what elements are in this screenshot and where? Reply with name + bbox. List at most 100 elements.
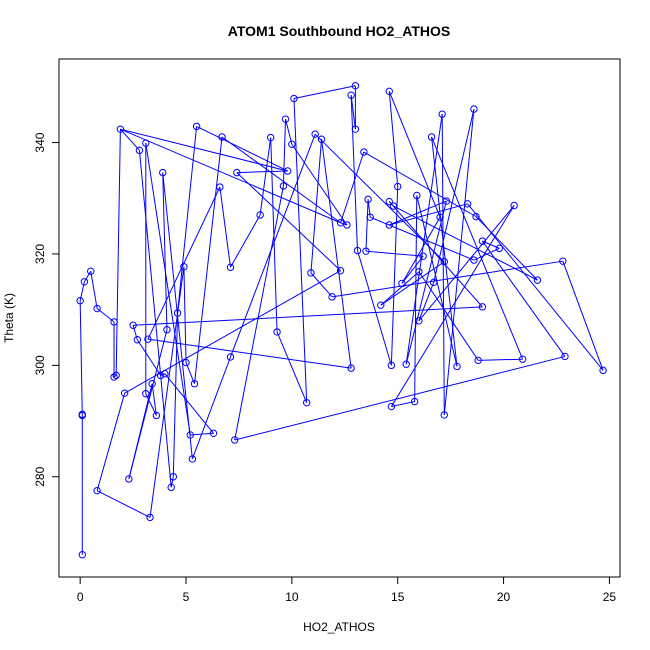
x-tick-label: 20 (497, 590, 511, 604)
data-point (87, 267, 95, 275)
x-axis: 0 5 10 15 20 25 (77, 576, 617, 604)
x-axis-label: HO2_ATHOS (303, 620, 375, 634)
data-point (410, 397, 419, 406)
series-segment (183, 266, 187, 363)
series-segment (431, 136, 524, 360)
data-point (398, 279, 406, 288)
data-point (360, 148, 368, 156)
data-point (599, 366, 607, 375)
y-tick-label: 280 (33, 466, 47, 486)
series-segment (96, 490, 151, 518)
series-segment (380, 261, 445, 306)
series-segment (282, 119, 287, 187)
series-segment (293, 85, 356, 100)
data-point (226, 353, 235, 361)
data-point (377, 301, 385, 309)
series-segment (473, 247, 500, 261)
data-point (112, 371, 120, 380)
data-point (495, 244, 504, 253)
chart-title: ATOM1 Southbound HO2_ATHOS (228, 23, 450, 39)
data-point (347, 91, 355, 99)
series-segment (365, 199, 369, 252)
series-segment (443, 109, 475, 415)
data-point (93, 304, 101, 313)
data-point (216, 183, 224, 191)
series-segment (145, 143, 191, 436)
series-segment (393, 205, 538, 281)
data-point (218, 133, 226, 141)
x-tick-label: 25 (603, 590, 617, 604)
data-point (290, 94, 298, 103)
series-segment (314, 133, 445, 263)
series-segment (162, 172, 168, 330)
series-segment (120, 128, 288, 172)
data-point (125, 475, 133, 483)
data-point (415, 268, 423, 276)
x-tick-label: 15 (391, 590, 405, 604)
data-point (442, 197, 451, 205)
series-segment (321, 139, 352, 369)
data-point (317, 135, 326, 143)
series-segment (562, 261, 604, 371)
data-point (470, 105, 478, 113)
series-segment (481, 240, 566, 357)
data-point (328, 293, 336, 301)
data-point (167, 483, 175, 492)
series-segment (221, 136, 341, 224)
data-point (402, 360, 410, 368)
series-segment (310, 139, 323, 273)
series-segment (132, 325, 138, 340)
data-point (110, 373, 118, 381)
series-segment (340, 151, 365, 223)
series-segment (115, 129, 121, 376)
data-point (120, 389, 129, 397)
data-point (362, 247, 370, 255)
data-point (440, 411, 448, 419)
series-segment (128, 329, 168, 480)
data-point (533, 276, 542, 284)
data-point (470, 256, 478, 264)
series-segment (467, 203, 604, 371)
data-point (387, 361, 396, 370)
data-point (186, 431, 194, 439)
data-point (311, 130, 319, 138)
data-point (180, 263, 188, 271)
series-segment (332, 260, 563, 298)
series-segment (234, 185, 284, 441)
plot-frame (58, 58, 621, 578)
data-point (366, 213, 374, 221)
y-axis-label: Theta (K) (2, 293, 16, 343)
data-point (142, 390, 150, 398)
data-point (135, 146, 144, 155)
series-segment (230, 134, 316, 358)
data-point (231, 436, 239, 444)
data-point (430, 278, 438, 287)
data-point (336, 266, 345, 275)
y-tick-label: 300 (33, 355, 47, 375)
data-point (144, 335, 152, 343)
series-segment (79, 300, 83, 415)
y-tick-label: 320 (33, 244, 47, 264)
series-segment (293, 98, 308, 403)
data-point (78, 411, 86, 420)
series-segment (478, 358, 523, 361)
data-point (427, 133, 436, 141)
data-point (440, 258, 448, 266)
data-point (474, 356, 482, 365)
data-point (188, 455, 197, 463)
series-segment (170, 476, 174, 488)
data-point (93, 486, 101, 495)
data-point (159, 168, 167, 177)
series-segment (418, 205, 515, 322)
data-point (192, 122, 201, 131)
series-segment (83, 270, 92, 283)
series-segment (391, 401, 415, 408)
data-point (163, 325, 171, 334)
data-point (453, 362, 461, 371)
data-point (385, 221, 393, 229)
y-axis: 280 300 320 340 (33, 132, 60, 487)
data-point (78, 551, 86, 559)
series-segment (120, 128, 341, 224)
series-segment (191, 356, 231, 460)
series-segment (401, 255, 424, 284)
